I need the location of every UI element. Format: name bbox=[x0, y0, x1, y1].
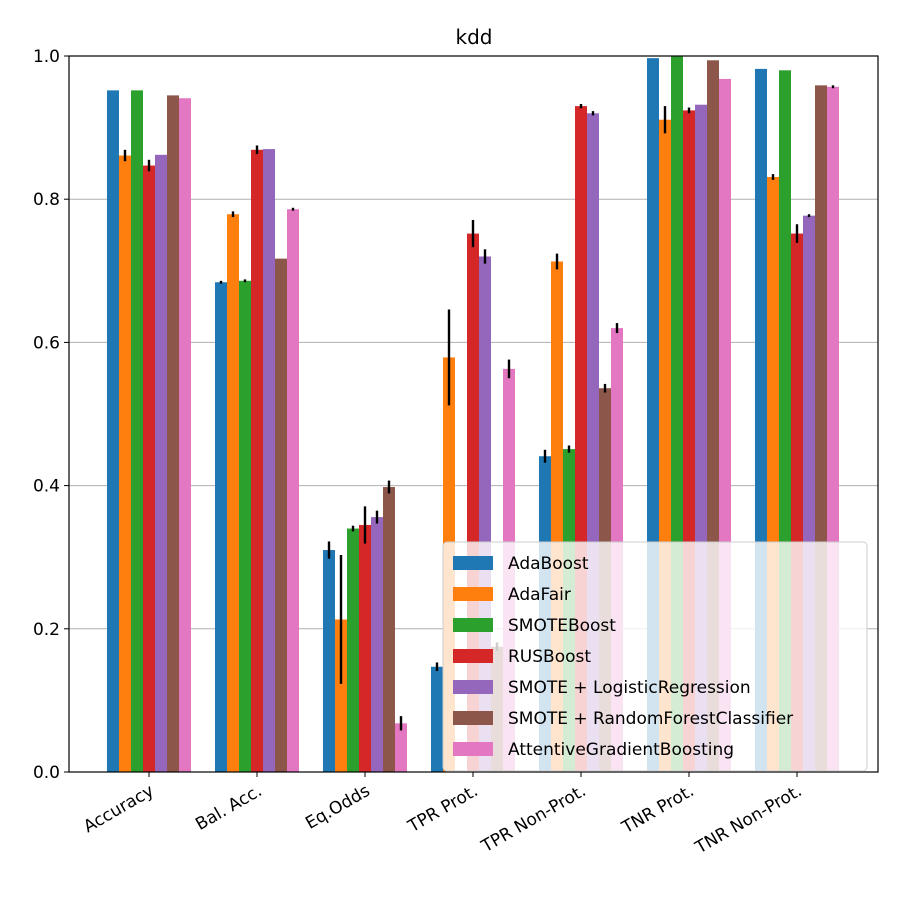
legend-box bbox=[442, 541, 868, 772]
bar bbox=[347, 528, 359, 772]
chart-title: kdd bbox=[456, 25, 493, 49]
bar bbox=[239, 280, 251, 772]
legend-swatch bbox=[453, 742, 493, 756]
y-axis: 0.0 0.2 0.4 0.6 0.8 1.0 bbox=[33, 47, 69, 783]
bar bbox=[107, 90, 119, 773]
y-tick-label: 1.0 bbox=[33, 47, 60, 67]
bar bbox=[287, 209, 299, 772]
legend-label: AttentiveGradientBoosting bbox=[508, 740, 734, 760]
bar bbox=[167, 95, 179, 772]
y-tick-label: 0.0 bbox=[33, 763, 60, 783]
legend-swatch bbox=[453, 680, 493, 694]
y-tick-label: 0.2 bbox=[33, 620, 60, 640]
bar bbox=[179, 98, 191, 772]
bar bbox=[215, 282, 227, 772]
bar bbox=[143, 165, 155, 773]
legend-swatch bbox=[453, 587, 493, 601]
legend-label: SMOTE + RandomForestClassifier bbox=[508, 709, 793, 729]
bar bbox=[335, 619, 347, 772]
y-tick-label: 0.4 bbox=[33, 477, 60, 497]
bar bbox=[155, 154, 167, 773]
bar bbox=[131, 90, 143, 773]
legend-label: AdaFair bbox=[508, 585, 571, 605]
y-tick-label: 0.6 bbox=[33, 333, 60, 353]
bar bbox=[395, 723, 407, 772]
bar bbox=[323, 550, 335, 772]
legend-swatch bbox=[453, 556, 493, 570]
bar bbox=[275, 258, 287, 772]
error-bars bbox=[123, 85, 835, 731]
bar bbox=[359, 524, 371, 772]
legend-swatch bbox=[453, 618, 493, 632]
legend-label: RUSBoost bbox=[508, 647, 591, 667]
bar bbox=[251, 149, 263, 772]
bar bbox=[263, 149, 275, 772]
bar bbox=[431, 666, 443, 772]
bar bbox=[227, 214, 239, 773]
legend-swatch bbox=[453, 649, 493, 663]
bar bbox=[371, 517, 383, 772]
legend-label: SMOTE + LogisticRegression bbox=[508, 678, 751, 698]
legend-label: AdaBoost bbox=[508, 554, 589, 574]
y-tick-label: 0.8 bbox=[33, 190, 60, 210]
legend-swatch bbox=[453, 711, 493, 725]
legend-label: SMOTEBoost bbox=[508, 616, 616, 636]
bar bbox=[119, 155, 131, 773]
legend: AdaBoost AdaFair SMOTEBoost RUSBoost SMOTE +… bbox=[442, 541, 868, 772]
bar bbox=[383, 487, 395, 772]
